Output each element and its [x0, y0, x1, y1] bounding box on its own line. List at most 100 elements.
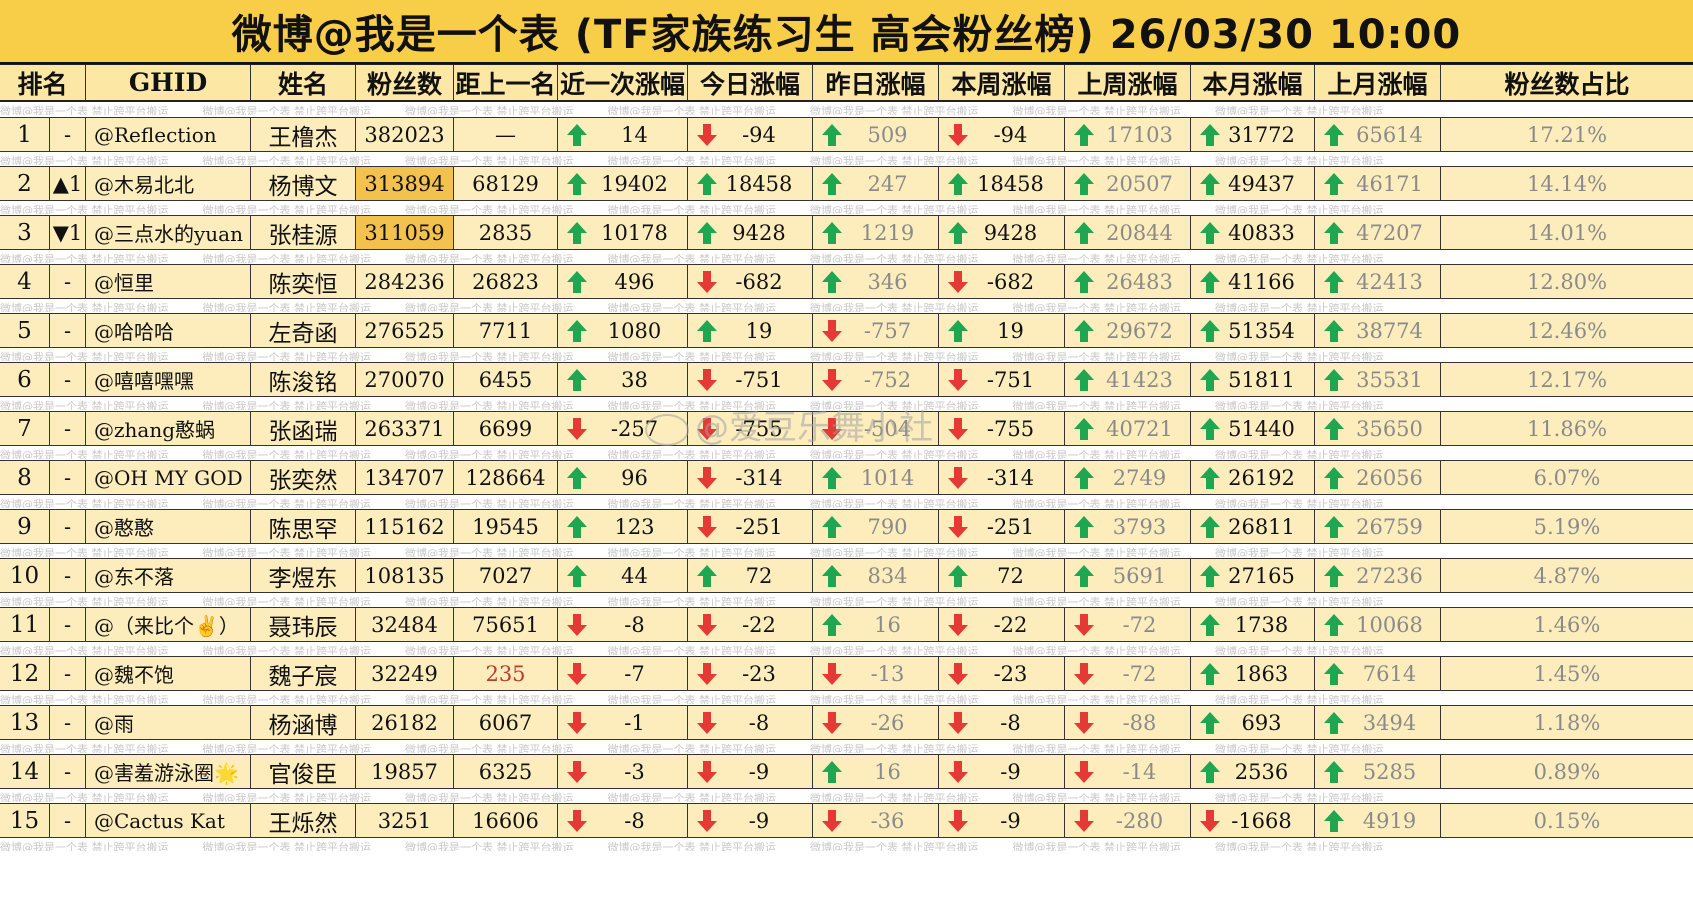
cell-lastmonth: 27236 [1314, 559, 1440, 592]
cell-value: -88 [1122, 710, 1157, 735]
cell-lastweek: -280 [1064, 804, 1190, 837]
arrow-up-icon [1324, 662, 1344, 685]
cell-lastweek: 40721 [1064, 412, 1190, 445]
arrow-up-icon [822, 466, 842, 489]
cell-today: -8 [687, 706, 812, 739]
watermark-text: 微博@我是一个表 禁止跨平台搬运 [0, 792, 169, 802]
arrow-down-icon [948, 466, 968, 489]
cell-recent: 123 [557, 510, 687, 543]
cell-lastweek: 2749 [1064, 461, 1190, 494]
cell-rank: 15 [9, 807, 40, 834]
watermark-text: 微博@我是一个表 禁止跨平台搬运 [405, 400, 574, 410]
arrow-up-icon [567, 368, 587, 391]
cell-lastmonth: 46171 [1314, 167, 1440, 200]
watermark-text: 微博@我是一个表 禁止跨平台搬运 [405, 204, 574, 214]
cell-value: -94 [993, 122, 1028, 147]
arrow-up-icon [948, 172, 968, 195]
cell-value: -9 [748, 808, 770, 833]
cell-ghid: @东不落 [85, 559, 250, 592]
arrow-up-icon [822, 564, 842, 587]
arrow-down-icon [948, 417, 968, 440]
watermark-text: 微博@我是一个表 禁止跨平台搬运 [0, 400, 169, 410]
cell-value: 51440 [1228, 416, 1295, 441]
cell-lastweek: 41423 [1064, 363, 1190, 396]
watermark-text: 微博@我是一个表 禁止跨平台搬运 [810, 449, 979, 459]
watermark-text: 微博@我是一个表 禁止跨平台搬运 [1215, 155, 1384, 165]
cell-ghid: @嘻嘻嘿嘿 [85, 363, 250, 396]
cell-change: - [49, 804, 85, 837]
table-row: 2 ▲1 @木易北北 杨博文 313894 68129 19402 18458 247 18458… [0, 166, 1693, 201]
watermark-strip: 微博@我是一个表 禁止跨平台搬运 微博@我是一个表 禁止跨平台搬运 微博@我是一个表… [0, 398, 1693, 410]
cell-today: 72 [687, 559, 812, 592]
cell-value: -751 [986, 367, 1035, 392]
cell-week: -9 [938, 804, 1064, 837]
cell-yesterday: 834 [812, 559, 938, 592]
cell-gap: 7711 [453, 314, 557, 347]
cell-name: 陈奕恒 [250, 265, 355, 298]
watermark-text: 微博@我是一个表 禁止跨平台搬运 [607, 645, 777, 655]
cell-value: 4919 [1362, 808, 1417, 833]
cell-name: 官俊臣 [250, 755, 355, 788]
cell-yesterday: 16 [812, 608, 938, 641]
arrow-up-icon [567, 319, 587, 342]
watermark-text: 微博@我是一个表 禁止跨平台搬运 [405, 351, 574, 361]
watermark-text: 微博@我是一个表 禁止跨平台搬运 [0, 204, 169, 214]
cell-change: - [49, 510, 85, 543]
watermark-text: 微博@我是一个表 禁止跨平台搬运 [607, 694, 777, 704]
watermark-text: 微博@我是一个表 禁止跨平台搬运 [1215, 302, 1384, 312]
cell-month: 51811 [1190, 363, 1314, 396]
watermark-text: 微博@我是一个表 禁止跨平台搬运 [202, 105, 372, 115]
cell-value: -8 [748, 710, 770, 735]
watermark-text: 微博@我是一个表 禁止跨平台搬运 [0, 105, 169, 115]
cell-today: 18458 [687, 167, 812, 200]
cell-month: -1668 [1190, 804, 1314, 837]
watermark-text: 微博@我是一个表 禁止跨平台搬运 [1215, 645, 1384, 655]
arrow-up-icon [1074, 319, 1094, 342]
cell-name: 杨涵博 [250, 706, 355, 739]
watermark-text: 微博@我是一个表 禁止跨平台搬运 [1012, 302, 1182, 312]
cell-today: -682 [687, 265, 812, 298]
watermark-text: 微博@我是一个表 禁止跨平台搬运 [405, 449, 574, 459]
cell-yesterday: -26 [812, 706, 938, 739]
cell-week: 19 [938, 314, 1064, 347]
watermark-text: 微博@我是一个表 禁止跨平台搬运 [202, 302, 372, 312]
cell-ghid: @Cactus Kat [85, 804, 250, 837]
watermark-text: 微博@我是一个表 禁止跨平台搬运 [810, 498, 979, 508]
table-row: 9- @憨憨 陈思罕 115162 19545 123 -251 790 -251 3793 268… [0, 509, 1693, 544]
watermark-text: 微博@我是一个表 禁止跨平台搬运 [202, 204, 372, 214]
cell-share: 12.17% [1440, 363, 1693, 396]
cell-value: 65614 [1356, 122, 1423, 147]
cell-value: 5285 [1362, 759, 1417, 784]
cell-value: -1 [624, 710, 645, 735]
watermark-text: 微博@我是一个表 禁止跨平台搬运 [0, 547, 169, 557]
cell-value: 18458 [725, 171, 793, 196]
arrow-up-icon [822, 123, 842, 146]
cell-share: 14.14% [1440, 167, 1693, 200]
cell-value: 26192 [1228, 465, 1295, 490]
arrow-up-icon [697, 172, 717, 195]
arrow-up-icon [1324, 172, 1344, 195]
cell-gap: 2835 [453, 216, 557, 249]
arrow-up-icon [948, 221, 968, 244]
cell-change: - [49, 461, 85, 494]
cell-week: -251 [938, 510, 1064, 543]
cell-value: 2536 [1234, 759, 1289, 784]
cell-value: 26056 [1356, 465, 1423, 490]
watermark-text: 微博@我是一个表 禁止跨平台搬运 [607, 596, 777, 606]
cell-name: 魏子宸 [250, 657, 355, 690]
cell-lastweek: 20507 [1064, 167, 1190, 200]
arrow-up-icon [1074, 515, 1094, 538]
cell-yesterday: -757 [812, 314, 938, 347]
cell-month: 27165 [1190, 559, 1314, 592]
cell-value: 26759 [1356, 514, 1423, 539]
cell-today: -314 [687, 461, 812, 494]
cell-change: ▼1 [49, 216, 85, 249]
cell-gap: 16606 [453, 804, 557, 837]
cell-change: - [49, 363, 85, 396]
arrow-up-icon [567, 221, 587, 244]
cell-rank: 12 [9, 660, 40, 687]
watermark-text: 微博@我是一个表 禁止跨平台搬运 [0, 351, 169, 361]
watermark-text: 微博@我是一个表 禁止跨平台搬运 [0, 743, 169, 753]
arrow-down-icon [697, 123, 717, 146]
watermark-text: 微博@我是一个表 禁止跨平台搬运 [202, 155, 372, 165]
